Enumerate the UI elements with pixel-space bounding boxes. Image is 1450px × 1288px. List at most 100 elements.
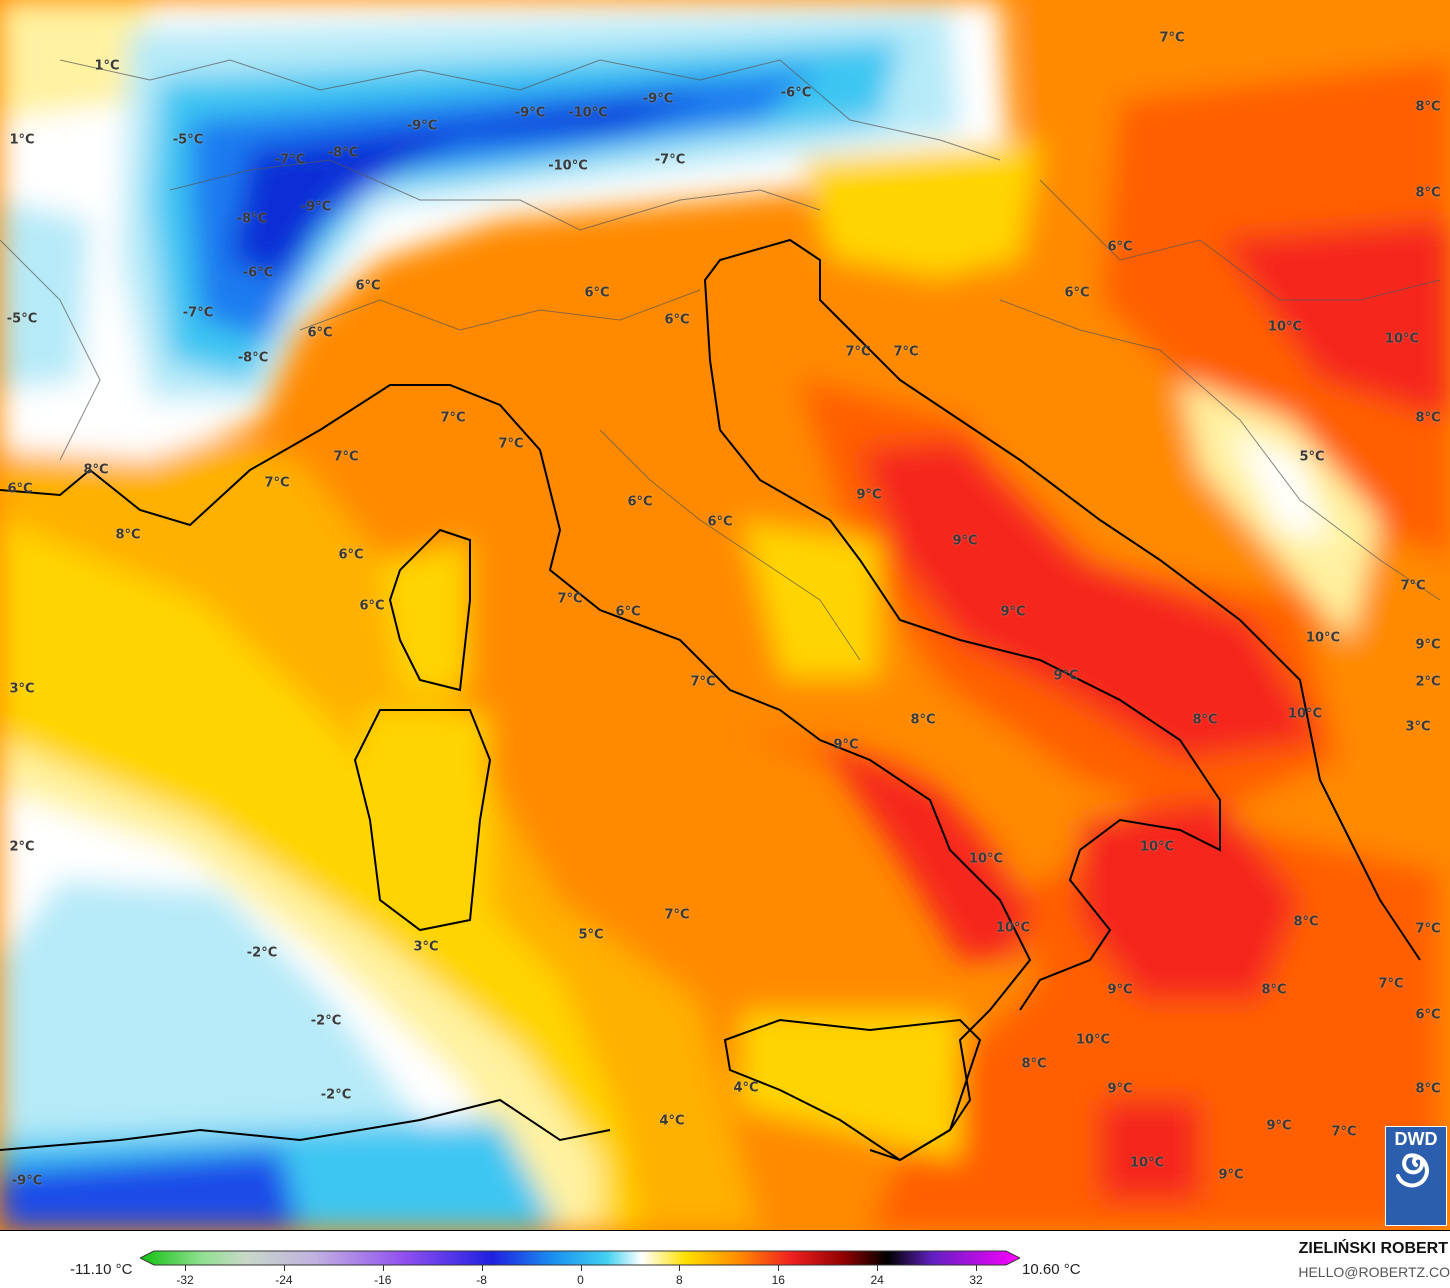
- temperature-label: -5°C: [6, 311, 38, 327]
- temperature-label: 8°C: [115, 527, 141, 543]
- temperature-label: 7°C: [893, 344, 919, 360]
- temperature-label: 8°C: [1415, 1081, 1441, 1097]
- temperature-label: 4°C: [733, 1080, 759, 1096]
- temperature-label: 6°C: [1107, 239, 1133, 255]
- temperature-label: -6°C: [242, 265, 274, 281]
- tick-label: -8: [476, 1273, 487, 1287]
- temperature-label: 8°C: [1415, 410, 1441, 426]
- temperature-label: 7°C: [1415, 921, 1441, 937]
- tick-label: 8: [676, 1273, 683, 1287]
- temperature-label: 2°C: [9, 839, 35, 855]
- temperature-label: -10°C: [568, 105, 608, 121]
- temperature-label: 6°C: [359, 598, 385, 614]
- temperature-label: -2°C: [246, 945, 278, 961]
- temperature-label: 9°C: [833, 737, 859, 753]
- temperature-label: 7°C: [845, 344, 871, 360]
- temperature-label: 10°C: [968, 851, 1004, 867]
- temperature-label: 7°C: [498, 436, 524, 452]
- author-email[interactable]: HELLO@ROBERTZ.CO: [1298, 1264, 1450, 1280]
- tick-mark: [877, 1265, 879, 1271]
- temperature-map: 1°C 1°C -5°C -7°C -8°C -9°C -9°C -10°C -9°C -6°C -…: [0, 0, 1450, 1230]
- temperature-label: 6°C: [7, 481, 33, 497]
- min-value: -11.10 °C: [70, 1261, 133, 1278]
- tick-label: 24: [870, 1273, 884, 1287]
- temperature-label: 9°C: [1218, 1167, 1244, 1183]
- temperature-label: 9°C: [952, 533, 978, 549]
- temperature-label: 6°C: [355, 278, 381, 294]
- temperature-label: 7°C: [1400, 578, 1426, 594]
- tick-label: -24: [275, 1273, 293, 1287]
- temperature-label: 8°C: [910, 712, 936, 728]
- temperature-label: 9°C: [1415, 637, 1441, 653]
- temperature-label: 6°C: [1415, 1007, 1441, 1023]
- temperature-label: 5°C: [1299, 449, 1325, 465]
- temperature-label: 10°C: [1384, 331, 1420, 347]
- tick-mark: [778, 1265, 780, 1271]
- temperature-label: 10°C: [1075, 1032, 1111, 1048]
- tick-mark: [679, 1265, 681, 1271]
- temperature-label: -7°C: [274, 152, 306, 168]
- temperature-label: -9°C: [300, 199, 332, 215]
- temperature-label: 7°C: [1159, 30, 1185, 46]
- temperature-label: 6°C: [307, 325, 333, 341]
- temperature-label: 8°C: [1293, 914, 1319, 930]
- temperature-label: 10°C: [1305, 630, 1341, 646]
- temperature-label: -9°C: [11, 1173, 43, 1189]
- tick-label: 0: [577, 1273, 584, 1287]
- temperature-label: 9°C: [856, 487, 882, 503]
- temperature-label: 10°C: [1287, 706, 1323, 722]
- temperature-label: 6°C: [584, 285, 610, 301]
- tick-label: -32: [176, 1273, 194, 1287]
- author-credit: ZIELIŃSKI ROBERT: [1298, 1240, 1448, 1257]
- color-scale-legend: -11.10 °C -32 -24 -16 -8 0 8 16 24 32 10.60 °C Z…: [0, 1230, 1450, 1288]
- tick-mark: [580, 1265, 582, 1271]
- tick-mark: [283, 1265, 285, 1271]
- temperature-label: 7°C: [1331, 1124, 1357, 1140]
- temperature-label: 4°C: [659, 1113, 685, 1129]
- temperature-label: 7°C: [557, 591, 583, 607]
- temperature-label: -9°C: [406, 118, 438, 134]
- tick-mark: [976, 1265, 977, 1271]
- temperature-label: 3°C: [413, 939, 439, 955]
- tick-label: -16: [374, 1273, 392, 1287]
- temperature-label: 10°C: [995, 920, 1031, 936]
- temperature-label: 9°C: [1266, 1118, 1292, 1134]
- temperature-label: 9°C: [1107, 1081, 1133, 1097]
- temperature-label: 8°C: [1192, 712, 1218, 728]
- temperature-label: 6°C: [664, 312, 690, 328]
- temperature-label: -5°C: [172, 132, 204, 148]
- temperature-label: 8°C: [1415, 99, 1441, 115]
- temperature-label: 8°C: [1021, 1056, 1047, 1072]
- temperature-label: -8°C: [327, 145, 359, 161]
- temperature-label: -2°C: [310, 1013, 342, 1029]
- dwd-logo: DWD: [1385, 1126, 1447, 1226]
- max-value: 10.60 °C: [1022, 1261, 1081, 1278]
- temperature-label: 8°C: [1415, 185, 1441, 201]
- temperature-label: 7°C: [333, 449, 359, 465]
- temperature-label: -8°C: [236, 211, 268, 227]
- temperature-label: 5°C: [578, 927, 604, 943]
- temperature-label: 6°C: [627, 494, 653, 510]
- temperature-label: 9°C: [1000, 604, 1026, 620]
- temperature-label: -9°C: [642, 91, 674, 107]
- temperature-label: -10°C: [548, 158, 588, 174]
- tick-mark: [481, 1265, 483, 1271]
- temperature-field: [0, 0, 1450, 1230]
- temperature-label: 9°C: [1053, 668, 1079, 684]
- temperature-label: 9°C: [1107, 982, 1133, 998]
- temperature-label: 10°C: [1267, 319, 1303, 335]
- temperature-label: -8°C: [237, 350, 269, 366]
- temperature-label: 6°C: [338, 547, 364, 563]
- color-scale-bar: [140, 1250, 1020, 1266]
- temperature-label: 7°C: [264, 475, 290, 491]
- temperature-label: 7°C: [664, 907, 690, 923]
- temperature-label: 7°C: [440, 410, 466, 426]
- temperature-label: 3°C: [1405, 719, 1431, 735]
- temperature-label: -9°C: [514, 105, 546, 121]
- temperature-label: -2°C: [320, 1087, 352, 1103]
- temperature-label: 2°C: [1415, 674, 1441, 690]
- temperature-label: 6°C: [615, 604, 641, 620]
- temperature-label: 1°C: [94, 58, 120, 74]
- tick-mark: [185, 1265, 186, 1271]
- temperature-label: 6°C: [707, 514, 733, 530]
